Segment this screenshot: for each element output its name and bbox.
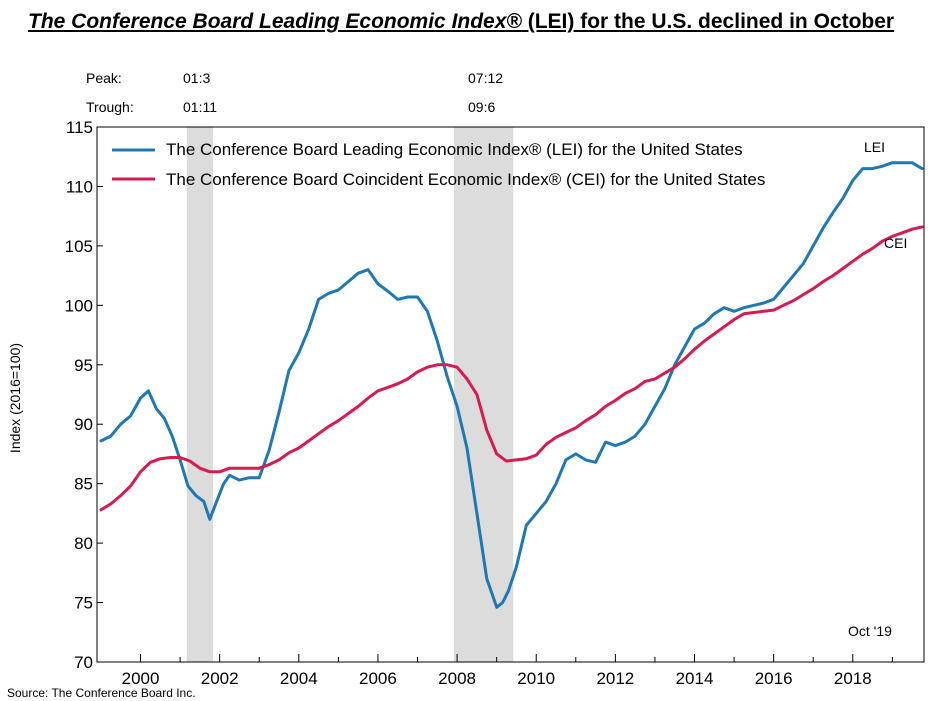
x-tick-label: 2018 — [834, 669, 872, 688]
legend-entry-cei: The Conference Board Coincident Economic… — [166, 170, 765, 189]
x-tick-label: 2010 — [517, 669, 555, 688]
legend-entry-lei: The Conference Board Leading Economic In… — [166, 140, 743, 159]
recession-bands — [186, 127, 514, 662]
turning-point-dates: Peak: Trough: 01:3 07:12 01:11 09:6 — [86, 70, 503, 115]
x-tick-label: 2012 — [596, 669, 634, 688]
y-tick-label: 80 — [74, 534, 93, 553]
x-tick-label: 2014 — [676, 669, 714, 688]
y-tick-label: 105 — [65, 237, 93, 256]
x-tick-label: 2000 — [122, 669, 160, 688]
page-title: The Conference Board Leading Economic In… — [28, 10, 908, 34]
series-lines — [99, 161, 924, 609]
x-tick-label: 2004 — [280, 669, 318, 688]
recession-band-2 — [453, 127, 514, 662]
x-tick-label: 2006 — [359, 669, 397, 688]
page-title-italic: The Conference Board Leading Economic In… — [28, 10, 522, 33]
y-tick-label: 100 — [65, 296, 93, 315]
cei-series-label: CEI — [884, 235, 907, 251]
date-label: Oct '19 — [848, 623, 892, 639]
y-tick-label: 95 — [74, 356, 93, 375]
y-tick-label: 75 — [74, 594, 93, 613]
x-tick-label: 2008 — [438, 669, 476, 688]
series-line-cei — [99, 225, 924, 512]
recession-band-1 — [186, 127, 213, 662]
peak-date-1: 01:3 — [183, 70, 210, 86]
legend: The Conference Board Leading Economic In… — [112, 140, 765, 189]
trough-date-2: 09:6 — [468, 99, 495, 115]
y-tick-label: 90 — [74, 415, 93, 434]
y-tick-label: 85 — [74, 475, 93, 494]
y-tick-label: 115 — [66, 118, 93, 137]
peak-date-2: 07:12 — [468, 70, 503, 86]
y-axis-label: Index (2016=100) — [7, 343, 23, 453]
peak-label: Peak: — [86, 70, 122, 86]
x-tick-label: 2016 — [755, 669, 793, 688]
page-title-regular: (LEI) for the U.S. declined in October — [521, 10, 895, 33]
axes: 70 75 80 85 90 95 100 105 110 115 2000 2002 2004 2006… — [65, 118, 893, 688]
trough-label: Trough: — [86, 99, 134, 115]
x-tick-label: 2002 — [201, 669, 239, 688]
y-tick-label: 70 — [74, 653, 93, 672]
source-note: Source: The Conference Board Inc. — [7, 686, 196, 700]
series-line-lei — [99, 161, 924, 609]
trough-date-1: 01:11 — [183, 99, 217, 115]
y-tick-label: 110 — [66, 177, 93, 196]
lei-series-label: LEI — [864, 139, 885, 155]
plot-frame — [96, 126, 925, 663]
